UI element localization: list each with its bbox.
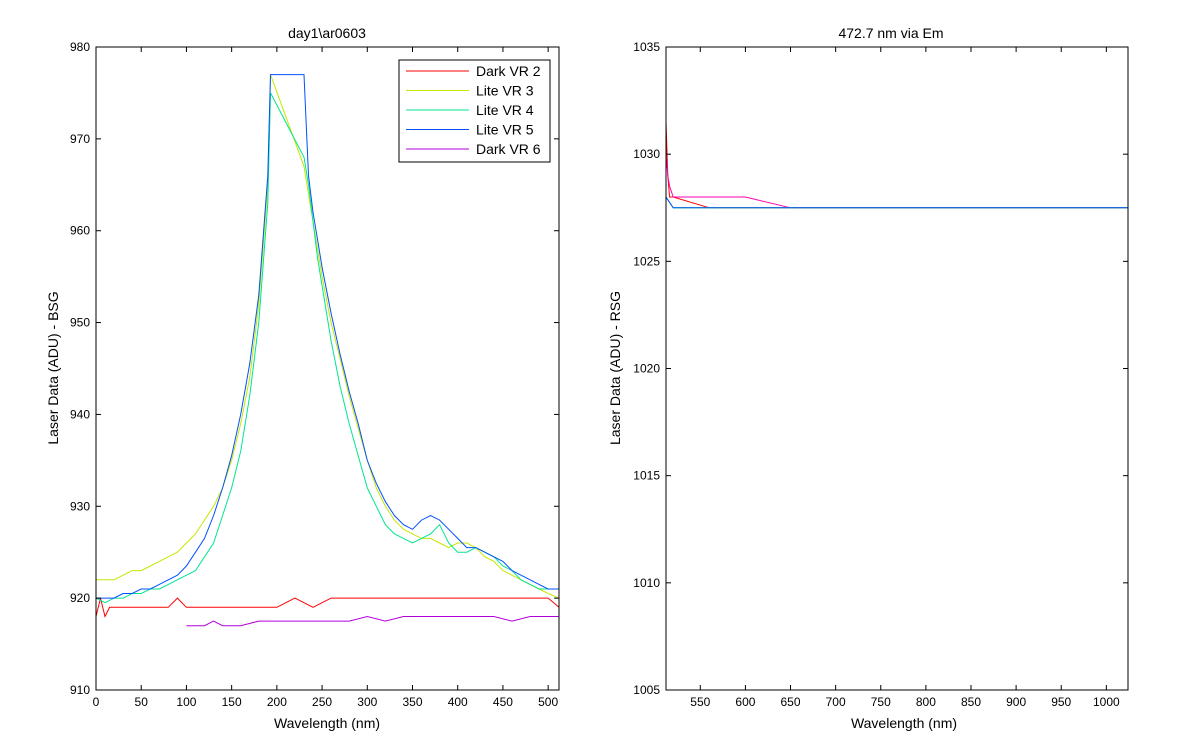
left-ticks: 0 50 100 150 200 250 300 350 400 450 500 910 920 930 9…	[70, 40, 559, 709]
right-y-tick-label: 1035	[633, 40, 660, 54]
left-x-tick-label: 100	[176, 695, 196, 709]
left-x-tick-label: 350	[402, 695, 422, 709]
right-chart-panel: 472.7 nm via Em 550 600 650 700 750 800 850 900…	[607, 25, 1129, 731]
left-legend: Dark VR 2 Lite VR 3 Lite VR 4 Lite VR 5 Dark…	[398, 59, 551, 163]
right-chart-title: 472.7 nm via Em	[838, 25, 943, 41]
left-x-axis-title: Wavelength (nm)	[274, 715, 380, 731]
left-x-tick-label: 250	[312, 695, 332, 709]
right-y-tick-label: 1025	[633, 254, 660, 268]
right-x-axis-title: Wavelength (nm)	[851, 715, 957, 731]
left-x-tick-label: 500	[538, 695, 558, 709]
left-y-tick-label: 980	[70, 40, 90, 54]
right-x-tick-label: 850	[961, 695, 981, 709]
right-x-tick-label: 650	[781, 695, 801, 709]
right-series-line-2	[665, 154, 1128, 209]
right-series-line-3	[665, 196, 1128, 209]
left-axes-box	[95, 46, 560, 691]
left-x-tick-label: 150	[222, 695, 242, 709]
left-x-tick-label: 450	[493, 695, 513, 709]
left-series-line-1	[95, 597, 560, 618]
left-y-tick-label: 920	[70, 591, 90, 605]
right-x-tick-label: 900	[1006, 695, 1026, 709]
right-x-tick-label: 950	[1051, 695, 1071, 709]
left-series-line-4	[96, 74, 559, 599]
left-y-tick-label: 950	[70, 316, 90, 330]
legend-label: Lite VR 5	[476, 122, 534, 138]
right-series-line-1	[665, 121, 1128, 209]
left-x-tick-label: 200	[267, 695, 287, 709]
left-x-tick-label: 0	[93, 695, 100, 709]
legend-label: Dark VR 2	[476, 63, 541, 79]
right-y-axis-title: Laser Data (ADU) - RSG	[607, 291, 623, 445]
left-chart-title: day1\ar0603	[288, 25, 366, 41]
left-x-tick-label: 50	[135, 695, 149, 709]
left-y-tick-label: 940	[70, 407, 90, 421]
right-plot-area	[665, 121, 1128, 209]
right-series-line-4	[665, 196, 1128, 209]
left-y-tick-label: 970	[70, 132, 90, 146]
right-y-tick-label: 1015	[633, 469, 660, 483]
legend-label: Lite VR 4	[476, 102, 534, 118]
right-ticks: 550 600 650 700 750 800 850 900 950 1000 1005 1010 1…	[633, 40, 1128, 709]
left-y-tick-label: 910	[70, 683, 90, 697]
right-x-tick-label: 600	[735, 695, 755, 709]
left-plot-area	[95, 74, 560, 627]
left-y-tick-label: 930	[70, 499, 90, 513]
left-series-line-2	[96, 74, 560, 599]
right-x-tick-label: 550	[690, 695, 710, 709]
right-x-tick-label: 800	[916, 695, 936, 709]
left-y-axis-title: Laser Data (ADU) - BSG	[45, 291, 61, 444]
right-series-line-5	[665, 196, 1128, 209]
left-y-tick-label: 960	[70, 224, 90, 238]
left-chart-panel: day1\ar0603 0 50 100 150 200 250 300 350 400 450 5…	[45, 25, 560, 731]
right-x-tick-label: 700	[826, 695, 846, 709]
left-legend-box	[398, 59, 551, 163]
right-y-tick-label: 1030	[633, 147, 660, 161]
left-series-line-5	[186, 615, 559, 627]
left-x-tick-label: 400	[448, 695, 468, 709]
right-x-tick-label: 750	[871, 695, 891, 709]
right-x-tick-label: 1000	[1093, 695, 1120, 709]
right-y-tick-label: 1005	[633, 683, 660, 697]
left-series-line-3	[95, 92, 559, 604]
right-axes-box	[665, 46, 1129, 691]
legend-label: Lite VR 3	[476, 83, 534, 99]
legend-label: Dark VR 6	[476, 141, 541, 157]
right-y-tick-label: 1010	[633, 576, 660, 590]
right-y-tick-label: 1020	[633, 362, 660, 376]
left-x-tick-label: 300	[357, 695, 377, 709]
